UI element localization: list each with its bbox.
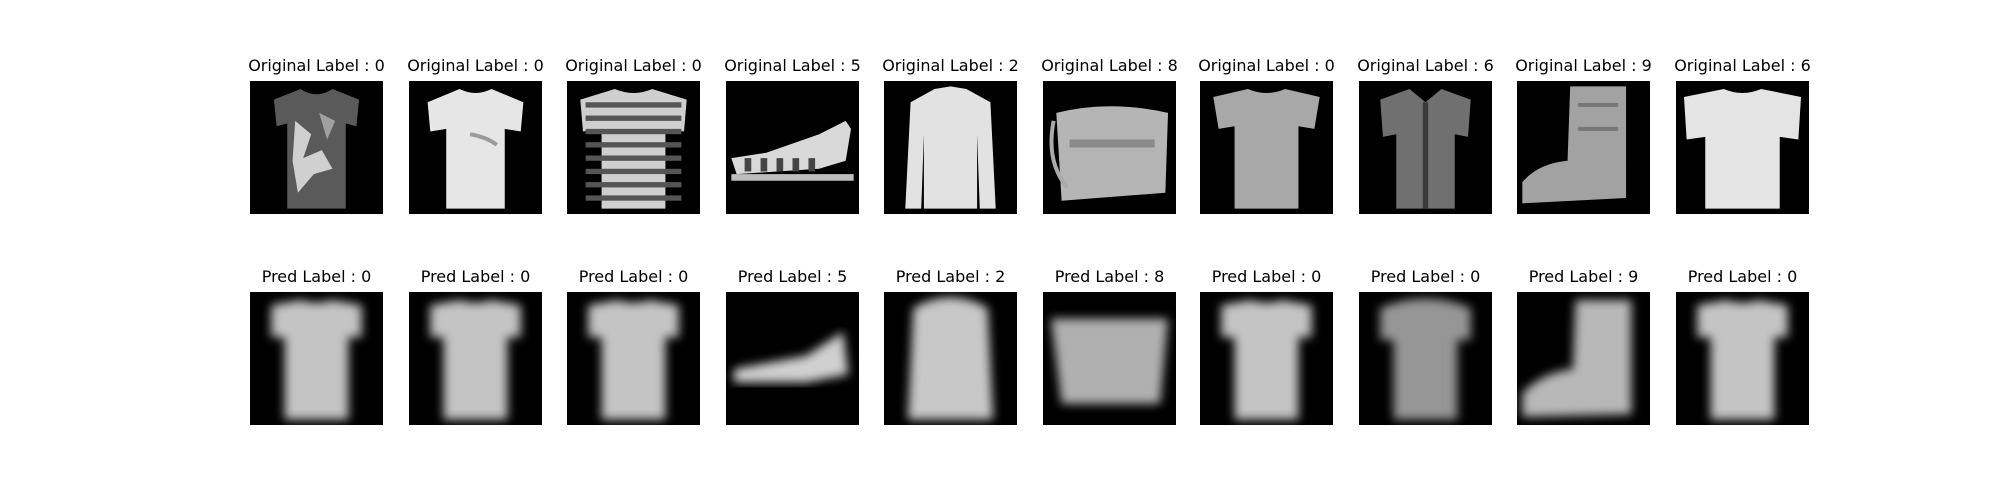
predicted-sample: Pred Label : 0	[567, 267, 700, 427]
image-frame	[726, 81, 859, 214]
clothing-image	[1517, 292, 1650, 425]
clothing-image	[250, 81, 383, 214]
clothing-image	[884, 292, 1017, 425]
image-frame	[1200, 292, 1333, 425]
image-frame	[1043, 81, 1176, 214]
image-frame	[250, 292, 383, 425]
predicted-sample: Pred Label : 0	[409, 267, 542, 427]
caption-prefix: Original Label :	[248, 56, 374, 75]
original-sample: Original Label : 0	[567, 56, 700, 216]
image-frame	[409, 292, 542, 425]
caption-prefix: Pred Label :	[1055, 267, 1154, 286]
caption-prefix: Original Label :	[565, 56, 691, 75]
image-frame	[1359, 81, 1492, 214]
caption-prefix: Original Label :	[1357, 56, 1483, 75]
image-frame	[1676, 81, 1809, 214]
predicted-sample: Pred Label : 9	[1517, 267, 1650, 427]
caption-prefix: Pred Label :	[579, 267, 678, 286]
original-label-caption: Original Label : 6	[1636, 56, 1849, 76]
image-frame	[1517, 81, 1650, 214]
image-frame	[1200, 81, 1333, 214]
caption-prefix: Pred Label :	[421, 267, 520, 286]
predicted-sample: Pred Label : 0	[1676, 267, 1809, 427]
caption-prefix: Original Label :	[1515, 56, 1641, 75]
caption-label-value: 0	[1787, 267, 1797, 286]
clothing-image	[1676, 81, 1809, 214]
original-sample: Original Label : 0	[1200, 56, 1333, 216]
caption-label-value: 6	[1801, 56, 1811, 75]
image-frame	[1517, 292, 1650, 425]
clothing-image	[1200, 81, 1333, 214]
caption-prefix: Original Label :	[1198, 56, 1324, 75]
image-frame	[884, 292, 1017, 425]
image-frame	[1043, 292, 1176, 425]
caption-prefix: Original Label :	[882, 56, 1008, 75]
image-frame	[409, 81, 542, 214]
clothing-image	[1517, 81, 1650, 214]
clothing-image	[884, 81, 1017, 214]
clothing-image	[409, 81, 542, 214]
caption-prefix: Original Label :	[407, 56, 533, 75]
caption-prefix: Original Label :	[1674, 56, 1800, 75]
caption-prefix: Pred Label :	[262, 267, 361, 286]
clothing-image	[567, 292, 700, 425]
original-sample: Original Label : 5	[726, 56, 859, 216]
original-sample: Original Label : 6	[1676, 56, 1809, 216]
original-sample: Original Label : 2	[884, 56, 1017, 216]
image-frame	[726, 292, 859, 425]
clothing-image	[1676, 292, 1809, 425]
caption-prefix: Pred Label :	[896, 267, 995, 286]
image-frame	[1676, 292, 1809, 425]
original-sample: Original Label : 6	[1359, 56, 1492, 216]
clothing-image	[1043, 292, 1176, 425]
clothing-image	[1359, 81, 1492, 214]
clothing-image	[726, 292, 859, 425]
image-frame	[567, 81, 700, 214]
caption-prefix: Pred Label :	[1212, 267, 1311, 286]
clothing-image	[726, 81, 859, 214]
image-frame	[1359, 292, 1492, 425]
caption-prefix: Original Label :	[724, 56, 850, 75]
caption-prefix: Pred Label :	[1371, 267, 1470, 286]
image-frame	[884, 81, 1017, 214]
image-frame	[567, 292, 700, 425]
caption-prefix: Pred Label :	[1529, 267, 1628, 286]
clothing-image	[250, 292, 383, 425]
clothing-image	[1359, 292, 1492, 425]
original-sample: Original Label : 0	[250, 56, 383, 216]
original-sample: Original Label : 0	[409, 56, 542, 216]
predicted-sample: Pred Label : 8	[1043, 267, 1176, 427]
predicted-sample: Pred Label : 0	[250, 267, 383, 427]
predicted-sample: Pred Label : 0	[1359, 267, 1492, 427]
caption-prefix: Original Label :	[1041, 56, 1167, 75]
image-frame	[250, 81, 383, 214]
clothing-image	[567, 81, 700, 214]
pred-label-caption: Pred Label : 0	[1636, 267, 1849, 287]
original-sample: Original Label : 8	[1043, 56, 1176, 216]
predicted-sample: Pred Label : 2	[884, 267, 1017, 427]
caption-prefix: Pred Label :	[738, 267, 837, 286]
clothing-image	[1043, 81, 1176, 214]
original-sample: Original Label : 9	[1517, 56, 1650, 216]
clothing-image	[409, 292, 542, 425]
predicted-sample: Pred Label : 5	[726, 267, 859, 427]
caption-prefix: Pred Label :	[1688, 267, 1787, 286]
predicted-sample: Pred Label : 0	[1200, 267, 1333, 427]
clothing-image	[1200, 292, 1333, 425]
